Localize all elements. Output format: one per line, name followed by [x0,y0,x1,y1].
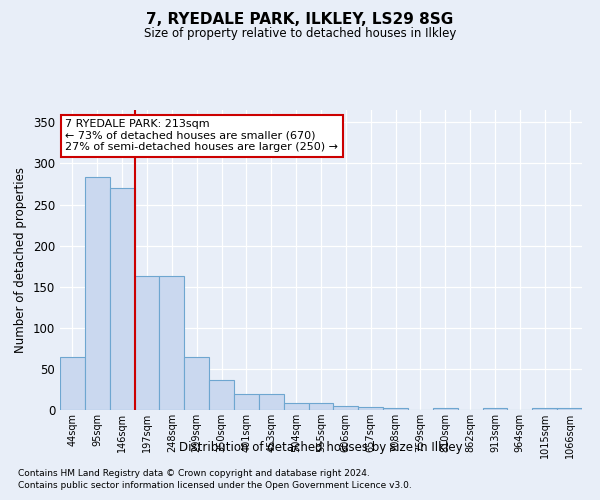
Bar [532,408,557,410]
Bar [482,408,508,410]
Bar [134,276,160,410]
Bar [234,394,259,410]
Bar [557,408,582,410]
Text: 7, RYEDALE PARK, ILKLEY, LS29 8SG: 7, RYEDALE PARK, ILKLEY, LS29 8SG [146,12,454,28]
Bar [334,406,358,410]
Bar [160,276,184,410]
Bar [433,408,458,410]
Bar [284,404,308,410]
Bar [358,406,383,410]
Bar [60,356,85,410]
Text: Size of property relative to detached houses in Ilkley: Size of property relative to detached ho… [144,28,456,40]
Text: Contains HM Land Registry data © Crown copyright and database right 2024.: Contains HM Land Registry data © Crown c… [18,468,370,477]
Text: 7 RYEDALE PARK: 213sqm
← 73% of detached houses are smaller (670)
27% of semi-de: 7 RYEDALE PARK: 213sqm ← 73% of detached… [65,119,338,152]
Bar [259,394,284,410]
Bar [383,408,408,410]
Y-axis label: Number of detached properties: Number of detached properties [14,167,28,353]
Bar [308,404,334,410]
Text: Contains public sector information licensed under the Open Government Licence v3: Contains public sector information licen… [18,481,412,490]
Bar [110,188,134,410]
Text: Distribution of detached houses by size in Ilkley: Distribution of detached houses by size … [179,441,463,454]
Bar [85,178,110,410]
Bar [184,356,209,410]
Bar [209,380,234,410]
